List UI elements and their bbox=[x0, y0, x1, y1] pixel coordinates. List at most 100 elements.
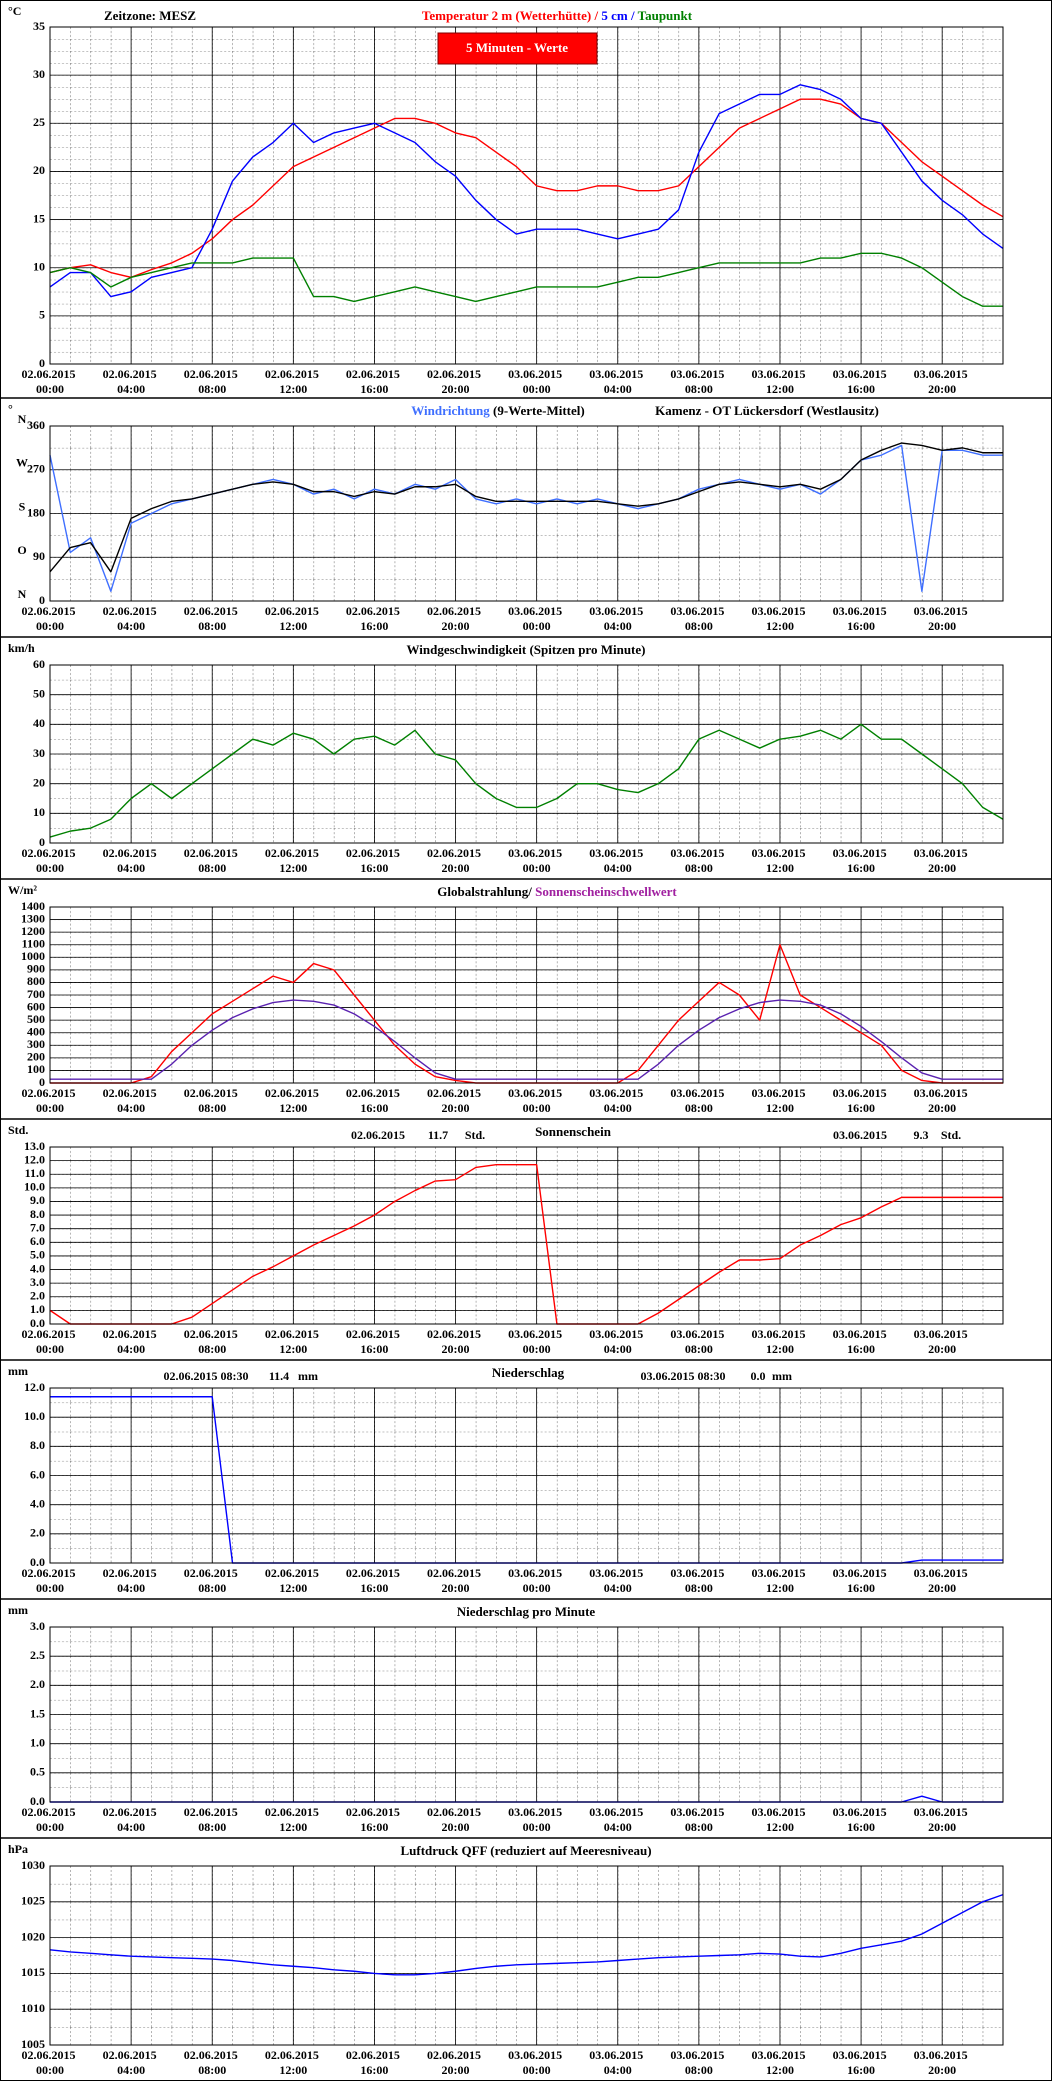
y-tick-label: 10 bbox=[33, 805, 45, 819]
x-tick-label: 02.06.2015 04:00 bbox=[103, 367, 160, 396]
x-tick-label: 02.06.2015 16:00 bbox=[346, 1086, 403, 1115]
y-tick-label: 500 bbox=[27, 1012, 45, 1026]
x-tick-label: 02.06.2015 04:00 bbox=[103, 1327, 160, 1356]
header-info: 9.3 bbox=[914, 1128, 929, 1142]
x-tick-label: 02.06.2015 00:00 bbox=[22, 367, 79, 396]
y-tick-label: 1100 bbox=[22, 936, 45, 950]
x-tick-label: 02.06.2015 20:00 bbox=[427, 1566, 484, 1595]
header-info: mm bbox=[298, 1369, 318, 1383]
x-tick-label: 02.06.2015 08:00 bbox=[184, 1805, 241, 1834]
y-tick-label: 0.0 bbox=[30, 1794, 45, 1808]
plot-frame bbox=[49, 1387, 1004, 1564]
x-tick-label: 02.06.2015 16:00 bbox=[346, 2048, 403, 2077]
y-tick-label: 1020 bbox=[21, 1929, 45, 1943]
y-tick-label: 1.0 bbox=[30, 1302, 45, 1316]
chart-title: Niederschlag bbox=[492, 1365, 565, 1380]
x-tick-label: 03.06.2015 04:00 bbox=[589, 1086, 646, 1115]
x-tick-label: 02.06.2015 12:00 bbox=[265, 2048, 322, 2077]
x-tick-label: 02.06.2015 00:00 bbox=[22, 1805, 79, 1834]
y-tick-label: 1.0 bbox=[30, 1735, 45, 1749]
plot-frame bbox=[49, 1626, 1004, 1803]
x-tick-label: 03.06.2015 12:00 bbox=[751, 1566, 808, 1595]
badge-box bbox=[437, 32, 598, 65]
y-tick-label: 180 bbox=[27, 505, 45, 519]
y-tick-label: 200 bbox=[27, 1050, 45, 1064]
x-tick-label: 02.06.2015 16:00 bbox=[346, 1327, 403, 1356]
x-tick-label: 03.06.2015 12:00 bbox=[751, 846, 808, 875]
x-tick-label: 03.06.2015 08:00 bbox=[670, 1086, 727, 1115]
y-tick-label: 1.5 bbox=[30, 1706, 45, 1720]
x-tick-label: 03.06.2015 16:00 bbox=[833, 1566, 890, 1595]
x-tick-label: 03.06.2015 04:00 bbox=[589, 604, 646, 633]
x-tick-label: 03.06.2015 20:00 bbox=[914, 1086, 971, 1115]
y-tick-label: 1300 bbox=[21, 911, 45, 925]
y-tick-label: 12.0 bbox=[24, 1380, 45, 1394]
x-tick-label: 02.06.2015 00:00 bbox=[22, 1327, 79, 1356]
y-tick-label: 10 bbox=[33, 259, 45, 273]
chart-title: Sonnenschein bbox=[535, 1124, 612, 1139]
x-tick-label: 03.06.2015 04:00 bbox=[589, 846, 646, 875]
x-tick-label: 02.06.2015 12:00 bbox=[265, 1327, 322, 1356]
x-tick-label: 03.06.2015 08:00 bbox=[670, 2048, 727, 2077]
y-tick-label: 9.0 bbox=[30, 1193, 45, 1207]
series-line bbox=[49, 252, 1003, 307]
y-tick-label: 20 bbox=[33, 163, 45, 177]
x-tick-label: 03.06.2015 16:00 bbox=[833, 1805, 890, 1834]
x-tick-label: 02.06.2015 16:00 bbox=[346, 846, 403, 875]
header-info: 11.4 bbox=[269, 1369, 289, 1383]
y-tick-label: 1030 bbox=[21, 1858, 45, 1872]
plot-frame bbox=[49, 26, 1004, 365]
title-part: Temperatur 2 m (Wetterhütte) bbox=[422, 8, 591, 23]
x-tick-label: 03.06.2015 12:00 bbox=[751, 367, 808, 396]
x-tick-label: 03.06.2015 04:00 bbox=[589, 1805, 646, 1834]
x-tick-label: 02.06.2015 00:00 bbox=[22, 1086, 79, 1115]
title-part: / bbox=[628, 8, 638, 23]
title-part: 5 cm bbox=[601, 8, 628, 23]
header-info: mm bbox=[772, 1369, 792, 1383]
station: Kamenz - OT Lückersdorf (Westlausitz) bbox=[655, 403, 879, 418]
header-info: Std. bbox=[941, 1128, 961, 1142]
y-tick-label: 270 bbox=[27, 462, 45, 476]
y-tick-label: 0.0 bbox=[30, 1316, 45, 1330]
header-info: 03.06.2015 08:30 bbox=[641, 1369, 726, 1383]
x-tick-label: 02.06.2015 08:00 bbox=[184, 2048, 241, 2077]
y-tick-label: 3.0 bbox=[30, 1619, 45, 1633]
x-tick-label: 02.06.2015 16:00 bbox=[346, 604, 403, 633]
x-tick-label: 03.06.2015 00:00 bbox=[508, 2048, 565, 2077]
x-tick-label: 02.06.2015 12:00 bbox=[265, 1086, 322, 1115]
unit-label: km/h bbox=[8, 641, 35, 655]
y-tick-label: 1400 bbox=[21, 899, 45, 913]
series-line bbox=[49, 1893, 1004, 1976]
y-tick-label: 1000 bbox=[21, 949, 45, 963]
x-tick-label: 02.06.2015 20:00 bbox=[427, 2048, 484, 2077]
direction-label: N bbox=[18, 587, 27, 601]
series-line bbox=[49, 98, 1004, 279]
x-tick-label: 02.06.2015 00:00 bbox=[22, 846, 79, 875]
plot-frame bbox=[49, 664, 1004, 844]
y-tick-label: 50 bbox=[33, 686, 45, 700]
y-tick-label: 4.0 bbox=[30, 1261, 45, 1275]
x-tick-label: 03.06.2015 12:00 bbox=[751, 2048, 808, 2077]
y-tick-label: 90 bbox=[33, 549, 45, 563]
unit-label: mm bbox=[8, 1364, 28, 1378]
x-tick-label: 03.06.2015 20:00 bbox=[914, 604, 971, 633]
y-tick-label: 900 bbox=[27, 962, 45, 976]
plot-frame bbox=[49, 1865, 1004, 2046]
x-tick-label: 02.06.2015 04:00 bbox=[103, 846, 160, 875]
y-tick-label: 0 bbox=[39, 593, 45, 607]
x-tick-label: 03.06.2015 20:00 bbox=[914, 1327, 971, 1356]
x-tick-label: 03.06.2015 08:00 bbox=[670, 604, 727, 633]
plot-frame bbox=[49, 1146, 1004, 1325]
x-tick-label: 02.06.2015 04:00 bbox=[103, 2048, 160, 2077]
x-tick-label: 02.06.2015 16:00 bbox=[346, 1566, 403, 1595]
y-tick-label: 60 bbox=[33, 657, 45, 671]
y-tick-label: 2.5 bbox=[30, 1648, 45, 1662]
unit-label: Std. bbox=[8, 1123, 28, 1137]
y-tick-label: 100 bbox=[27, 1062, 45, 1076]
y-tick-label: 0 bbox=[39, 356, 45, 370]
x-tick-label: 03.06.2015 16:00 bbox=[833, 846, 890, 875]
title-part: Windrichtung bbox=[411, 403, 490, 418]
series-line bbox=[49, 84, 1004, 298]
x-tick-label: 02.06.2015 04:00 bbox=[103, 1566, 160, 1595]
